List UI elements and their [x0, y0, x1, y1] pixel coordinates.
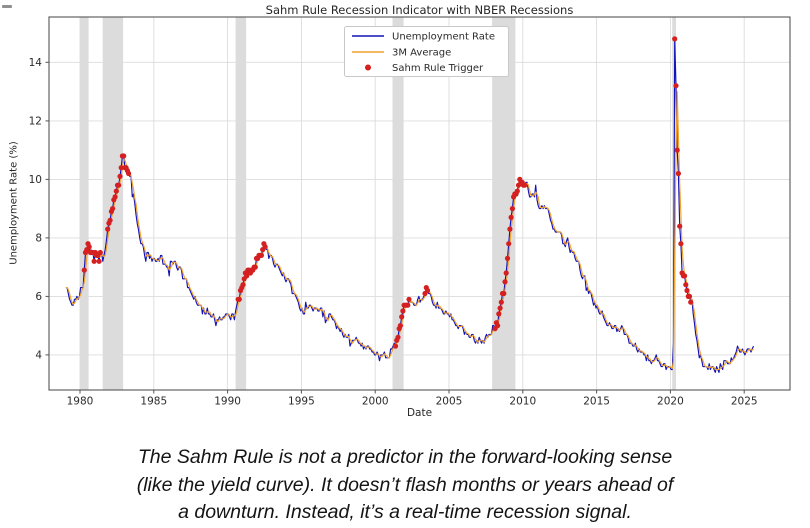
caption-line-1: The Sahm Rule is not a predictor in the … [137, 446, 673, 468]
plot-frame [48, 16, 791, 391]
chart-title: Sahm Rule Recession Indicator with NBER … [265, 3, 574, 17]
svg-text:6: 6 [35, 291, 42, 303]
sahm-chart: 1980 1985 1990 1995 2000 2005 2010 2015 2020 2025… [29, 16, 791, 408]
svg-text:2025: 2025 [731, 396, 758, 408]
svg-text:1990: 1990 [214, 396, 241, 408]
y-axis-label: Unemployment Rate (%) [8, 141, 20, 265]
x-axis-label: Date [406, 407, 433, 419]
grid-lines [49, 17, 790, 390]
svg-text:10: 10 [29, 174, 42, 186]
svg-text:1980: 1980 [67, 396, 94, 408]
svg-text:14: 14 [29, 57, 43, 69]
svg-text:2005: 2005 [436, 396, 463, 408]
svg-text:1995: 1995 [288, 396, 315, 408]
caption: The Sahm Rule is not a predictor in the … [0, 444, 810, 527]
caption-line-2: (like the yield curve). It doesn’t flash… [136, 473, 674, 496]
caption-line-3: a downturn. Instead, it’s a real-time re… [178, 501, 632, 523]
legend: Unemployment Rate 3M Average Sahm Rule Tri… [344, 26, 509, 77]
three-month-average-line [65, 91, 754, 371]
x-axis-ticks: 1980 1985 1990 1995 2000 2005 2010 2015 2020 2025 [67, 390, 758, 408]
screenshot-corner-artifact [2, 5, 12, 8]
svg-text:2015: 2015 [583, 396, 610, 408]
svg-text:12: 12 [29, 115, 42, 127]
svg-text:4: 4 [35, 349, 42, 361]
svg-text:8: 8 [35, 232, 42, 244]
svg-text:2020: 2020 [657, 396, 684, 408]
svg-text:1985: 1985 [140, 396, 167, 408]
svg-text:Unemployment Rate: Unemployment Rate [392, 32, 495, 43]
svg-text:3M Average: 3M Average [392, 48, 451, 59]
sahm-trigger-dots [81, 36, 694, 349]
y-axis-ticks: 4 6 8 10 12 14 [29, 57, 49, 361]
svg-text:Sahm Rule Trigger: Sahm Rule Trigger [392, 63, 484, 74]
svg-text:2010: 2010 [509, 396, 536, 408]
svg-text:2000: 2000 [362, 396, 389, 408]
unemployment-rate-line [65, 38, 755, 373]
